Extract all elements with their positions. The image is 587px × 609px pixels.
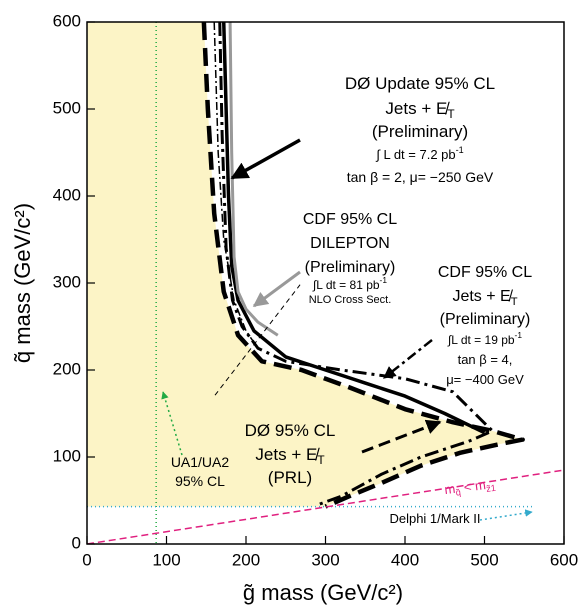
curve <box>228 22 279 337</box>
annotation-part: Jets + E̸ <box>385 99 450 118</box>
annotation-part: m <box>444 481 457 497</box>
annotation-part: ∫ L dt = 7.2 pb <box>375 147 455 162</box>
arrow <box>479 509 533 521</box>
y-tick-label: 100 <box>53 446 81 465</box>
arrow <box>252 270 301 308</box>
x-tick-label: 600 <box>550 550 578 569</box>
annotation-part: < m <box>459 478 486 496</box>
annotation: DØ Update 95% CL <box>345 74 495 93</box>
curve <box>221 22 486 435</box>
arrow <box>361 419 442 454</box>
annotation-part: Jets + E̸ <box>452 288 513 305</box>
annotation-part: (Preliminary) <box>305 259 396 276</box>
y-tick-label: 200 <box>53 359 81 378</box>
annotation: ∫L dt = 19 pb-1 <box>447 330 522 347</box>
annotation: tan β = 2, μ= −250 GeV <box>347 169 494 185</box>
annotation: CDF 95% CL <box>303 211 397 228</box>
annotation-part: DØ 95% CL <box>245 421 336 440</box>
annotation: μ= −400 GeV <box>446 372 524 387</box>
annotation: DØ 95% CL <box>245 421 336 440</box>
annotation-part: NLO Cross Sect. <box>309 294 392 306</box>
x-tick-label: 500 <box>470 550 498 569</box>
annotation: (Preliminary) <box>372 122 468 141</box>
annotation-part: z̃1 <box>485 483 496 494</box>
arrow <box>230 138 301 180</box>
annotation: ∫ L dt = 7.2 pb-1 <box>375 145 463 162</box>
annotation-part: -1 <box>515 330 523 340</box>
y-tick-label: 300 <box>53 272 81 291</box>
annotation: (Preliminary) <box>305 259 396 276</box>
annotation-part: 95% CL <box>175 473 225 489</box>
annotation-part: ∫L dt = 81 pb <box>312 278 380 292</box>
annotation-part: -1 <box>380 275 388 285</box>
y-tick-label: 500 <box>53 98 81 117</box>
annotation: DILEPTON <box>310 235 390 252</box>
annotation-part: tan β = 4, <box>458 352 513 367</box>
y-tick-label: 600 <box>53 11 81 30</box>
annotation: Jets + E̸T <box>385 99 454 121</box>
curve <box>87 469 564 544</box>
annotation: Delphi 1/Mark II <box>389 511 480 526</box>
annotation-part: T <box>317 453 324 467</box>
annotation-part: (PRL) <box>268 468 312 487</box>
annotation: Jets + E̸T <box>255 445 324 467</box>
annotation-part: Jets + E̸ <box>255 445 320 464</box>
annotation: CDF 95% CL <box>438 264 532 281</box>
excluded-region <box>87 22 523 507</box>
annotation: 95% CL <box>175 473 225 489</box>
y-axis-title: q̃ mass (GeV/c²) <box>10 203 35 363</box>
annotation-part: UA1/UA2 <box>171 454 230 470</box>
annotation: NLO Cross Sect. <box>309 294 392 306</box>
annotation-part: CDF 95% CL <box>303 211 397 228</box>
arrow <box>383 339 433 379</box>
annotation: ∫L dt = 81 pb-1 <box>312 275 387 292</box>
arrow <box>161 391 183 456</box>
annotation: (PRL) <box>268 468 312 487</box>
x-tick-label: 300 <box>311 550 339 569</box>
annotation-part: T <box>511 296 518 308</box>
annotation-part: q̃ <box>455 487 461 498</box>
annotation-part: CDF 95% CL <box>438 264 532 281</box>
annotation-part: μ= −400 GeV <box>446 372 524 387</box>
annotation: mq̃ < mz̃1 <box>444 476 497 499</box>
annotation-part: (Preliminary) <box>372 122 468 141</box>
annotation-part: DILEPTON <box>310 235 390 252</box>
annotation-part: T <box>447 107 454 121</box>
plot-frame <box>86 21 565 545</box>
curve <box>213 22 259 349</box>
annotation-part: ∫L dt = 19 pb <box>447 333 515 347</box>
annotation: (Preliminary) <box>440 311 531 328</box>
x-tick-label: 200 <box>232 550 260 569</box>
annotation-part: tan β = 2, μ= −250 GeV <box>347 169 494 185</box>
x-tick-label: 400 <box>391 550 419 569</box>
annotation: UA1/UA2 <box>171 454 230 470</box>
annotation: tan β = 4, <box>458 352 513 367</box>
curve <box>201 22 525 509</box>
annotation: Jets + E̸T <box>452 288 517 308</box>
annotation-part: (Preliminary) <box>440 311 531 328</box>
x-axis-title: g̃ mass (GeV/c²) <box>243 580 403 605</box>
y-tick-label: 400 <box>53 185 81 204</box>
annotation-part: Delphi 1/Mark II <box>389 511 480 526</box>
annotation-part: -1 <box>456 145 464 155</box>
x-tick-label: 0 <box>82 550 91 569</box>
annotation-part: DØ Update 95% CL <box>345 74 495 93</box>
x-tick-label: 100 <box>152 550 180 569</box>
y-tick-label: 0 <box>72 533 81 552</box>
